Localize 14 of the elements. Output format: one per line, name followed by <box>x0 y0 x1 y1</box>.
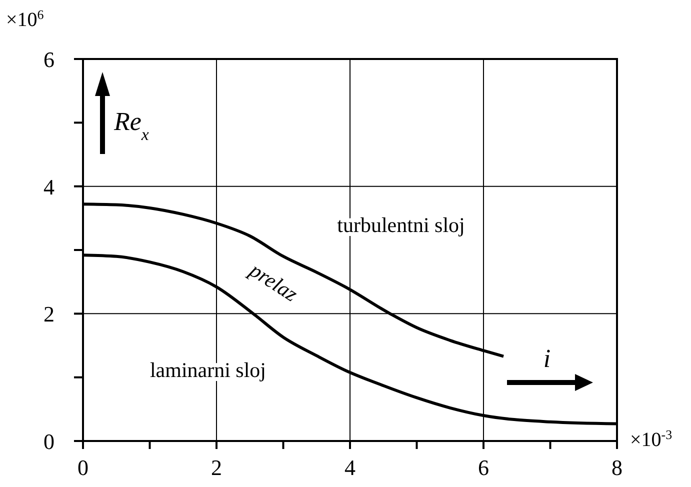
annotation: prelaz <box>244 256 302 306</box>
x-tick-label: 8 <box>612 455 622 480</box>
y-tick-label: 0 <box>44 429 54 454</box>
y-tick-label: 6 <box>44 47 54 72</box>
x-tick-label: 0 <box>78 455 88 480</box>
y-tick-label: 4 <box>44 174 54 200</box>
text: ×10$^{6}$ <box>6 6 44 31</box>
x-axis-title: i <box>543 344 551 373</box>
text: ×10$^{-3}$ <box>630 426 672 451</box>
y-tick-label: 2 <box>44 302 54 327</box>
x-tick-label: 2 <box>211 455 222 480</box>
x-tick-label: 4 <box>344 455 356 480</box>
x-tick-label: 6 <box>478 455 489 480</box>
y-axis-title: Re$_{x}$ <box>113 107 150 144</box>
